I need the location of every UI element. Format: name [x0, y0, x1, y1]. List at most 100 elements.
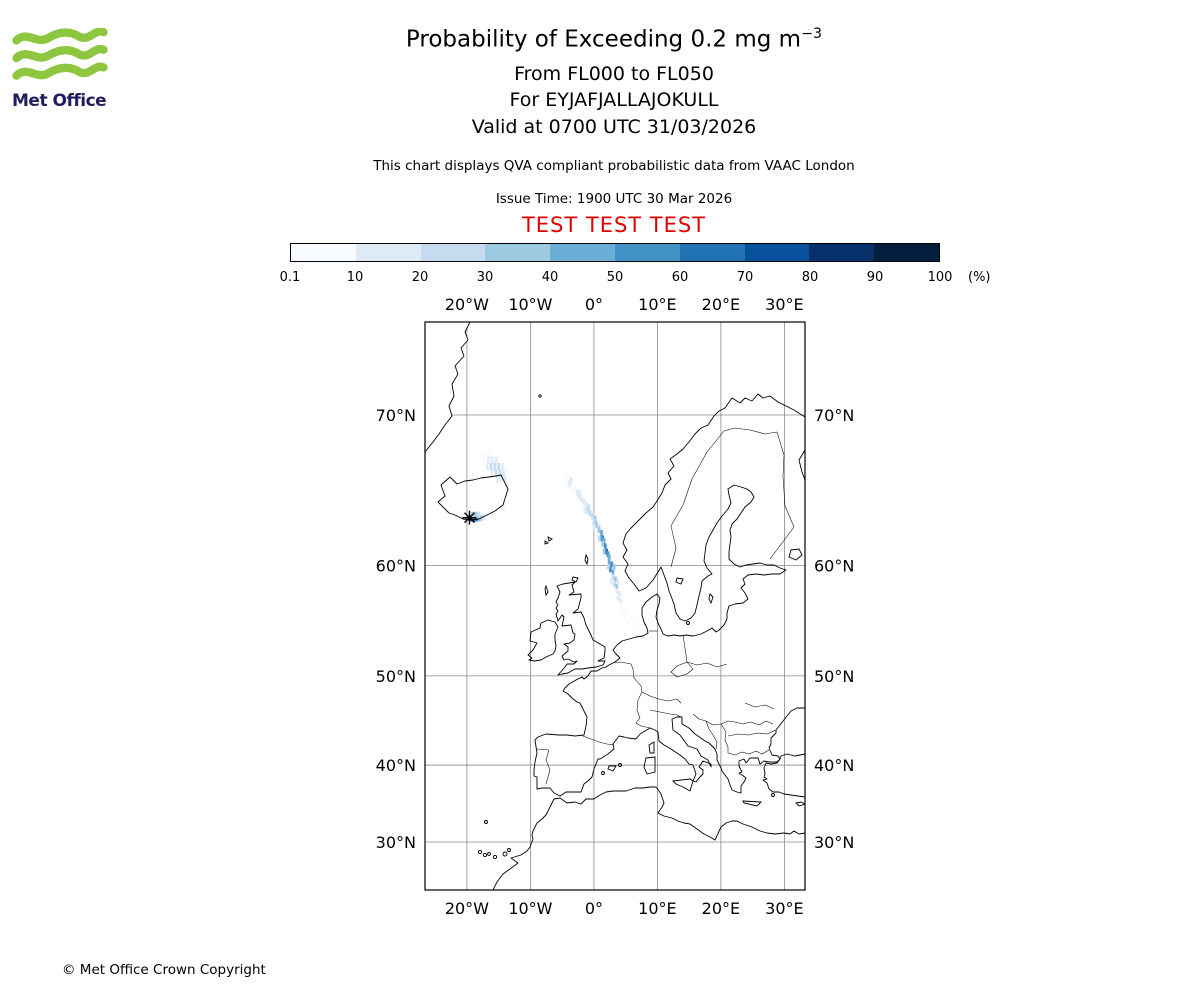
volcano-marker-spoke: [464, 512, 469, 518]
ash-probability-cell: [625, 607, 629, 613]
ash-probability-cell: [620, 593, 624, 599]
ash-probability-cell: [622, 611, 626, 617]
ash-probability-cell: [475, 515, 479, 522]
ash-probability-cell: [498, 469, 502, 477]
border-alps-west: [635, 699, 651, 729]
legend-colorbar: [290, 243, 940, 262]
ash-probability-cell: [503, 475, 507, 483]
island-ibiza: [601, 771, 605, 775]
ash-probability-cell: [615, 583, 619, 590]
border-poland-south: [686, 661, 728, 668]
qva-note: This chart displays QVA compliant probab…: [373, 158, 855, 174]
ash-probability-cell: [564, 474, 568, 482]
ash-probability-cell: [583, 507, 587, 514]
axis-label: 30°N: [376, 833, 416, 852]
legend-segment: [550, 244, 615, 261]
axis-label: 30°E: [765, 899, 803, 918]
legend-segment: [355, 244, 421, 261]
ash-probability-cell: [494, 456, 498, 464]
ash-probability-cell: [483, 456, 487, 464]
chart-title: Probability of Exceeding 0.2 mg m−3: [28, 26, 1200, 53]
legend-segment: [874, 244, 939, 261]
ash-probability-cell: [628, 620, 631, 626]
border-norway-sweden: [670, 430, 725, 568]
coastline-ireland: [527, 619, 559, 662]
legend-segment: [614, 244, 680, 261]
ash-probability-cell: [609, 566, 612, 573]
map-axis-labels: 20°W 20°W 10°W 10°W 0° 0° 10°E 10°E 20°E 20°E 30°E…: [376, 295, 855, 918]
island-canary-6: [507, 848, 511, 852]
axis-label: 0°: [585, 899, 603, 918]
logo-flag-icon: [12, 27, 108, 80]
flight-level-range: From FL000 to FL050: [514, 63, 714, 85]
ash-probability-cell: [499, 504, 503, 511]
ash-probability-cell: [591, 513, 595, 520]
ash-probability-cell: [483, 513, 487, 521]
ash-probability-cell: [488, 449, 492, 458]
map-frame: [424, 321, 806, 891]
axis-label: 30°E: [765, 295, 803, 314]
axis-label: 50°N: [814, 667, 854, 686]
border-czechia: [670, 661, 694, 678]
map-area: 20°W 20°W 10°W 10°W 0° 0° 10°E 10°E 20°E 20°E 30°E…: [330, 283, 870, 928]
ash-probability-cell: [493, 462, 497, 471]
coastline-white-sea: [798, 449, 805, 481]
axis-label: 30°N: [814, 833, 854, 852]
axis-label: 60°N: [814, 557, 854, 576]
border-germany-poland: [682, 634, 688, 663]
ash-probability-cell: [614, 576, 617, 582]
ash-probability-cell: [630, 622, 634, 628]
axis-label: 10°E: [638, 295, 676, 314]
ash-probability-cell: [476, 511, 480, 518]
ash-probability-cell: [602, 548, 606, 555]
ash-probability-cell: [586, 507, 589, 514]
island-bornholm: [686, 621, 690, 625]
border-lowlands: [614, 661, 643, 701]
island-canary-4: [492, 854, 498, 860]
ash-probability-cell: [489, 462, 493, 471]
ash-probability-cell: [502, 503, 506, 511]
coastline-hebrides: [544, 584, 549, 597]
lake-vanern: [675, 577, 684, 585]
coastline-sicily: [672, 778, 694, 792]
logo-wave-icon: [12, 62, 108, 80]
volcano-marker: [462, 510, 477, 525]
border-finland-russia: [769, 431, 795, 560]
legend-segment: [485, 244, 551, 261]
legend-tick: 70: [736, 270, 754, 285]
ash-probability-cell: [621, 604, 625, 610]
copyright: © Met Office Crown Copyright: [62, 962, 266, 978]
island-canary-5: [502, 851, 508, 857]
logo-wave-icon: [12, 44, 108, 63]
legend-tick: 40: [541, 270, 559, 285]
ash-probability-cell: [494, 469, 498, 477]
ash-probability-cell: [501, 462, 504, 471]
border-romania-bulgaria: [727, 729, 777, 737]
axis-label: 60°N: [376, 557, 416, 576]
ash-probability-cell: [485, 462, 489, 471]
island-jan-mayen: [538, 394, 542, 398]
coastline-iceland: [437, 474, 509, 521]
chart-title-exponent: −3: [801, 26, 823, 42]
graticule: [425, 322, 805, 890]
ash-probability-cell: [490, 456, 494, 464]
volcano-marker-center: [467, 515, 472, 520]
border-balkans-north: [692, 713, 774, 726]
legend-segment: [679, 244, 745, 261]
coastline-africa-atlantic: [492, 797, 561, 890]
legend-segment: [291, 244, 356, 261]
ash-probability-cell: [601, 540, 605, 547]
ash-probability-cell: [607, 553, 611, 560]
island-rhodes: [771, 793, 775, 797]
ash-probability-cell: [568, 480, 572, 488]
ash-probability-cell: [507, 475, 511, 483]
ash-probability-cell: [485, 513, 489, 520]
logo-text: Met Office: [12, 91, 107, 111]
coastline-greenland: [425, 322, 471, 453]
axis-label: 70°N: [814, 406, 854, 425]
coastline-anatolia: [762, 753, 805, 798]
ash-probability-cell: [584, 501, 588, 508]
ash-probability-cell: [612, 564, 616, 570]
ash-plume-cells: [468, 449, 636, 628]
coastline-mallorca: [607, 765, 617, 772]
